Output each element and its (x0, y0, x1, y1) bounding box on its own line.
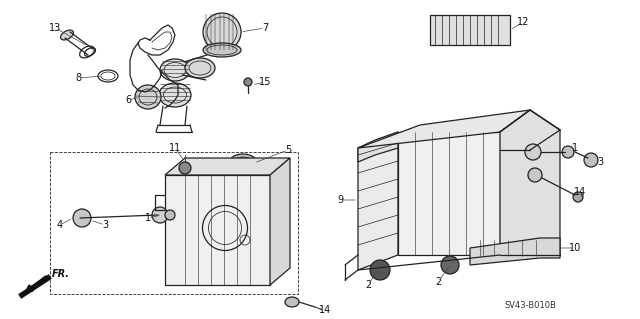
Text: 7: 7 (262, 23, 268, 33)
Ellipse shape (229, 154, 257, 172)
Circle shape (73, 209, 91, 227)
Circle shape (152, 207, 168, 223)
Text: 14: 14 (574, 187, 586, 197)
Polygon shape (358, 110, 530, 148)
Text: 5: 5 (285, 145, 291, 155)
Polygon shape (500, 110, 560, 150)
Text: FR.: FR. (52, 269, 70, 279)
Text: 6: 6 (125, 95, 131, 105)
Polygon shape (470, 238, 560, 265)
Text: 14: 14 (319, 305, 331, 315)
Text: 9: 9 (337, 195, 343, 205)
Ellipse shape (61, 30, 74, 40)
Text: 12: 12 (517, 17, 529, 27)
Text: 8: 8 (75, 73, 81, 83)
Text: 1: 1 (572, 143, 578, 153)
Circle shape (441, 256, 459, 274)
Ellipse shape (285, 297, 299, 307)
Ellipse shape (203, 43, 241, 57)
Polygon shape (165, 158, 290, 175)
Text: 10: 10 (569, 243, 581, 253)
Text: 11: 11 (169, 143, 181, 153)
Circle shape (528, 168, 542, 182)
Text: SV43-B010B: SV43-B010B (504, 301, 556, 310)
Circle shape (370, 260, 390, 280)
Circle shape (244, 78, 252, 86)
Text: 15: 15 (259, 77, 271, 87)
Ellipse shape (160, 59, 190, 81)
Text: 4: 4 (57, 220, 63, 230)
Text: 2: 2 (365, 280, 371, 290)
Ellipse shape (185, 58, 215, 78)
Bar (430, 15, 510, 45)
Circle shape (525, 144, 541, 160)
Bar (50, 152, 298, 294)
Polygon shape (165, 175, 270, 285)
Polygon shape (358, 132, 398, 162)
Circle shape (165, 210, 175, 220)
Circle shape (179, 162, 191, 174)
Ellipse shape (203, 13, 241, 51)
Text: 1: 1 (145, 213, 151, 223)
Text: 13: 13 (49, 23, 61, 33)
Circle shape (562, 146, 574, 158)
Ellipse shape (159, 83, 191, 107)
Ellipse shape (135, 85, 161, 109)
Polygon shape (358, 132, 398, 270)
Circle shape (584, 153, 598, 167)
Circle shape (573, 192, 583, 202)
Text: 3: 3 (597, 157, 603, 167)
Text: 3: 3 (102, 220, 108, 230)
Text: 2: 2 (435, 277, 441, 287)
Polygon shape (500, 110, 560, 255)
Polygon shape (270, 158, 290, 285)
Polygon shape (398, 132, 500, 255)
